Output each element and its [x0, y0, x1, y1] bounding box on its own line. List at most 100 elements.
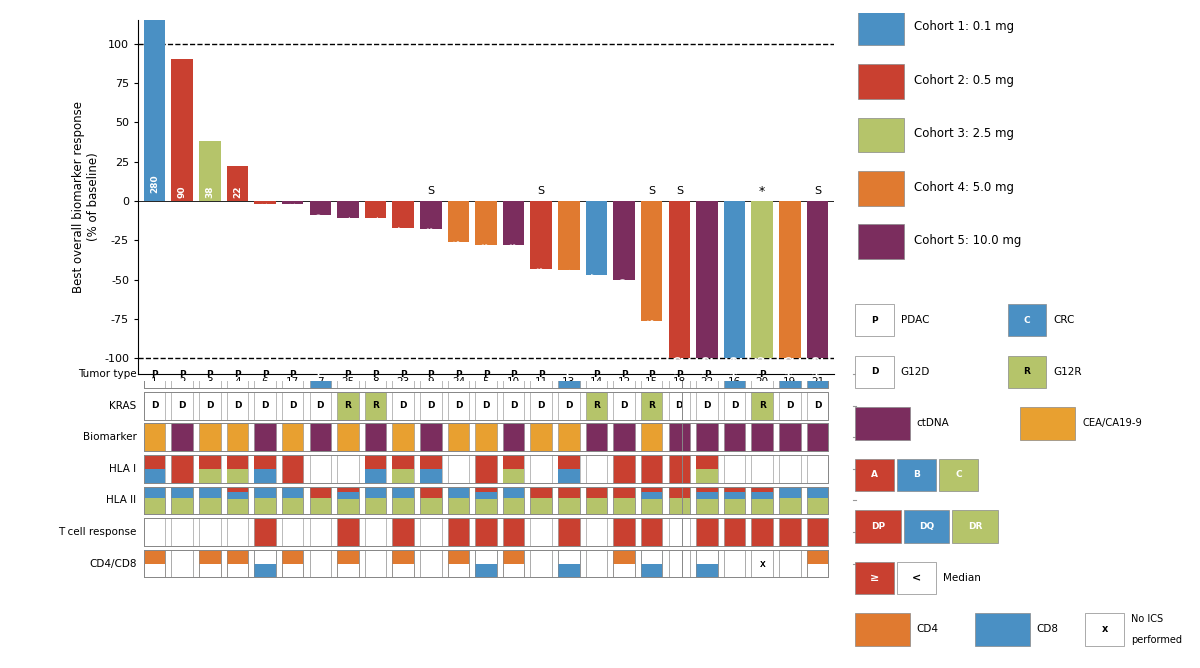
Bar [503, 550, 524, 564]
Bar [227, 518, 248, 546]
Bar [199, 141, 221, 201]
Bar [806, 486, 828, 498]
Bar [392, 550, 414, 577]
Bar [724, 492, 745, 499]
Bar [475, 486, 497, 492]
Bar [641, 455, 662, 483]
Bar [641, 564, 662, 577]
Text: P: P [758, 370, 766, 379]
Bar [475, 486, 497, 514]
Bar [976, 613, 1030, 646]
Text: R: R [1024, 367, 1031, 376]
Bar [172, 486, 193, 514]
Bar [586, 486, 607, 514]
Text: HLA I: HLA I [109, 464, 137, 474]
Text: D: D [565, 401, 572, 410]
Bar [858, 118, 904, 152]
Text: -100: -100 [730, 355, 739, 377]
Text: P: P [151, 370, 158, 379]
Text: -11: -11 [343, 215, 353, 231]
Text: C: C [731, 370, 738, 379]
Bar [392, 360, 414, 388]
Text: B: B [913, 470, 920, 480]
Bar [144, 518, 166, 546]
Bar [668, 360, 690, 388]
Bar [144, 550, 683, 577]
Bar [696, 564, 718, 577]
Bar [337, 550, 359, 577]
Bar [558, 518, 580, 546]
Bar [558, 360, 580, 388]
Bar [1008, 355, 1046, 388]
Text: P: P [455, 370, 462, 379]
Bar [668, 455, 690, 483]
Bar [558, 201, 580, 271]
Text: P: P [206, 370, 214, 379]
Bar [696, 550, 718, 577]
Bar [904, 510, 949, 542]
Bar [586, 550, 607, 577]
Bar [365, 455, 386, 483]
Text: P: P [262, 370, 269, 379]
Text: D: D [786, 401, 793, 410]
Bar [856, 510, 900, 542]
Bar [503, 392, 524, 420]
Bar [392, 469, 414, 483]
Bar [641, 360, 662, 388]
Bar [392, 201, 414, 228]
Bar [696, 550, 718, 577]
Bar [144, 392, 166, 420]
Text: D: D [510, 401, 517, 410]
Bar [365, 360, 386, 388]
Bar [144, 486, 166, 514]
Text: DQ: DQ [919, 522, 934, 531]
Text: R: R [344, 401, 352, 410]
Bar [858, 64, 904, 99]
Bar [337, 550, 359, 564]
Bar [448, 455, 469, 483]
Text: G12D: G12D [900, 367, 930, 377]
Bar [668, 550, 690, 577]
Bar [420, 486, 442, 498]
Bar [172, 360, 193, 388]
Bar [144, 424, 683, 452]
Bar [898, 458, 936, 491]
Bar [779, 486, 800, 514]
Text: D: D [206, 401, 214, 410]
Bar [586, 550, 607, 577]
Bar [940, 458, 978, 491]
Bar [282, 550, 304, 577]
Bar [586, 360, 607, 388]
Bar [613, 550, 635, 564]
Bar [144, 455, 166, 469]
Bar [586, 518, 607, 546]
Bar [199, 455, 221, 483]
Text: P: P [289, 370, 296, 379]
Bar [282, 424, 304, 452]
Bar [503, 424, 524, 452]
Bar [144, 424, 166, 452]
Bar [420, 455, 442, 483]
Text: Cohort 5: 10.0 mg: Cohort 5: 10.0 mg [913, 234, 1021, 247]
Bar [310, 550, 331, 577]
Bar [668, 486, 690, 514]
Text: P: P [344, 370, 352, 379]
Bar [199, 550, 221, 564]
Bar [310, 518, 331, 546]
Bar [310, 392, 331, 420]
Bar [227, 486, 248, 514]
Bar [448, 550, 469, 577]
Text: S: S [648, 186, 655, 196]
Bar [696, 486, 718, 514]
Bar [392, 550, 414, 577]
Bar [856, 458, 894, 491]
Bar [586, 424, 607, 452]
Bar [613, 550, 635, 577]
Bar [503, 518, 524, 546]
Bar [420, 424, 442, 452]
Text: T cell response: T cell response [59, 527, 137, 537]
Bar [779, 550, 800, 577]
Bar [530, 392, 552, 420]
Bar [227, 492, 248, 499]
Bar [751, 518, 773, 546]
